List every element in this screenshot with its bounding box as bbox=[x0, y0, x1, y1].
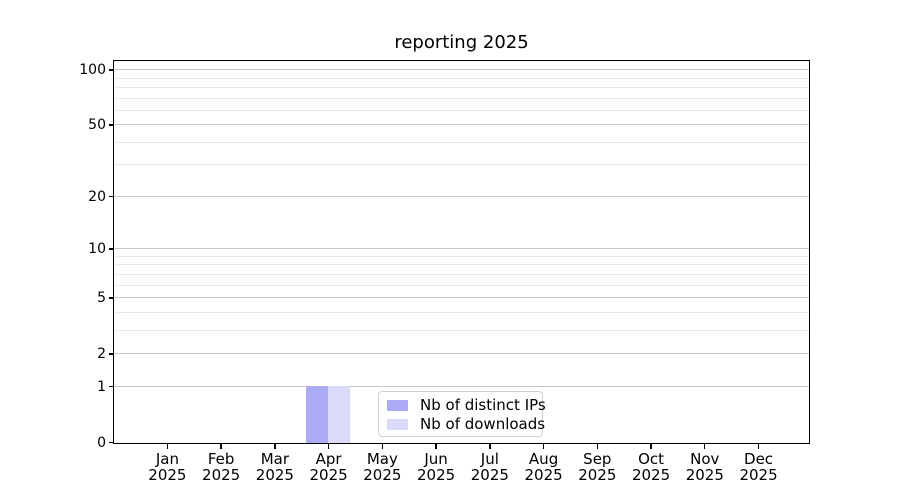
x-tick-mark bbox=[757, 444, 760, 449]
y-tick-label: 20 bbox=[88, 188, 106, 205]
x-tick-mark bbox=[274, 444, 276, 449]
minor-gridline bbox=[114, 329, 809, 331]
legend-swatch-downloads-icon bbox=[387, 419, 408, 430]
x-tick-year: 2025 bbox=[202, 466, 241, 484]
major-gridline bbox=[114, 69, 809, 71]
x-tick-year: 2025 bbox=[417, 466, 456, 484]
y-tick-label: 100 bbox=[79, 62, 106, 78]
legend-label-downloads: Nb of downloads bbox=[420, 415, 546, 433]
x-tick-label: Jul 2025 bbox=[460, 451, 520, 483]
x-tick-month: Aug bbox=[528, 450, 559, 468]
minor-gridline bbox=[114, 311, 809, 313]
y-tick-mark bbox=[108, 385, 113, 388]
x-tick-year: 2025 bbox=[578, 466, 617, 484]
bar-downloads bbox=[328, 386, 351, 443]
x-tick-month: Jul bbox=[480, 450, 499, 468]
minor-gridline bbox=[114, 77, 809, 79]
y-tick-mark bbox=[108, 353, 113, 355]
legend-box: Nb of distinct IPs Nb of downloads bbox=[378, 391, 546, 437]
x-tick-year: 2025 bbox=[631, 466, 671, 484]
major-gridline bbox=[114, 248, 809, 250]
x-tick-year: 2025 bbox=[148, 466, 187, 484]
minor-gridline bbox=[114, 86, 809, 88]
y-tick-label: 5 bbox=[97, 289, 106, 306]
minor-gridline bbox=[114, 284, 809, 286]
major-gridline bbox=[114, 353, 809, 354]
x-tick-month: Dec bbox=[744, 450, 774, 468]
y-tick-mark bbox=[108, 297, 113, 299]
minor-gridline bbox=[114, 97, 809, 99]
x-tick-month: Jan bbox=[155, 450, 179, 468]
x-tick-mark bbox=[650, 444, 652, 449]
x-tick-year: 2025 bbox=[255, 466, 294, 484]
minor-gridline bbox=[114, 109, 809, 111]
x-tick-mark bbox=[166, 444, 169, 449]
x-tick-year: 2025 bbox=[524, 466, 563, 484]
y-tick-label: 0 bbox=[97, 434, 106, 451]
x-tick-month: Mar bbox=[260, 450, 290, 468]
y-tick-mark bbox=[108, 248, 113, 250]
x-tick-month: Oct bbox=[638, 450, 665, 468]
x-tick-mark bbox=[327, 444, 330, 449]
x-tick-mark bbox=[435, 444, 437, 449]
major-gridline bbox=[114, 297, 809, 299]
y-tick-label: 10 bbox=[88, 241, 106, 257]
x-tick-year: 2025 bbox=[363, 466, 402, 484]
x-tick-mark bbox=[381, 444, 384, 449]
plot-area bbox=[113, 60, 810, 444]
x-tick-month: May bbox=[366, 450, 398, 468]
legend-label-distinct-ips: Nb of distinct IPs bbox=[420, 396, 546, 414]
x-tick-mark bbox=[489, 444, 491, 449]
x-tick-month: Jun bbox=[424, 450, 448, 468]
x-tick-mark bbox=[542, 444, 545, 449]
minor-gridline bbox=[114, 264, 809, 266]
y-tick-mark bbox=[108, 69, 113, 71]
x-tick-label: Sep 2025 bbox=[567, 451, 627, 483]
minor-gridline bbox=[114, 164, 809, 166]
minor-gridline bbox=[114, 255, 809, 257]
bar-distinct-ips bbox=[306, 386, 329, 443]
chart-title: reporting 2025 bbox=[394, 32, 529, 53]
minor-gridline bbox=[114, 273, 809, 275]
x-tick-year: 2025 bbox=[739, 466, 778, 484]
x-tick-label: May 2025 bbox=[352, 451, 412, 483]
x-tick-mark bbox=[220, 444, 222, 449]
major-gridline bbox=[114, 385, 809, 387]
x-tick-month: Feb bbox=[207, 450, 235, 468]
major-gridline bbox=[114, 195, 809, 197]
x-tick-label: Apr 2025 bbox=[299, 451, 359, 483]
x-tick-mark bbox=[596, 444, 598, 449]
legend-item-distinct-ips: Nb of distinct IPs bbox=[387, 396, 546, 415]
x-tick-year: 2025 bbox=[685, 466, 724, 484]
y-tick-mark bbox=[108, 124, 113, 126]
x-tick-month: Nov bbox=[690, 450, 720, 468]
x-tick-label: Feb 2025 bbox=[191, 451, 251, 483]
y-tick-label: 1 bbox=[97, 378, 106, 395]
x-tick-label: Nov 2025 bbox=[675, 451, 735, 483]
minor-gridline bbox=[114, 141, 809, 143]
x-tick-month: Sep bbox=[583, 450, 612, 468]
x-tick-year: 2025 bbox=[470, 466, 509, 484]
x-tick-year: 2025 bbox=[309, 466, 348, 484]
x-tick-label: Aug 2025 bbox=[514, 451, 574, 483]
legend-item-downloads: Nb of downloads bbox=[387, 415, 545, 434]
y-tick-mark bbox=[108, 196, 113, 198]
y-tick-mark bbox=[108, 441, 113, 444]
legend-swatch-distinct-ips-icon bbox=[387, 400, 408, 411]
x-tick-label: Dec 2025 bbox=[729, 451, 789, 483]
y-tick-label: 50 bbox=[88, 117, 106, 134]
x-tick-label: Oct 2025 bbox=[621, 451, 681, 483]
y-tick-label: 2 bbox=[97, 345, 106, 362]
x-tick-label: Jan 2025 bbox=[137, 451, 197, 483]
x-tick-month: Apr bbox=[315, 450, 342, 468]
x-tick-mark bbox=[704, 444, 706, 449]
x-tick-label: Jun 2025 bbox=[406, 451, 466, 483]
x-tick-label: Mar 2025 bbox=[245, 451, 305, 483]
major-gridline bbox=[114, 124, 809, 126]
